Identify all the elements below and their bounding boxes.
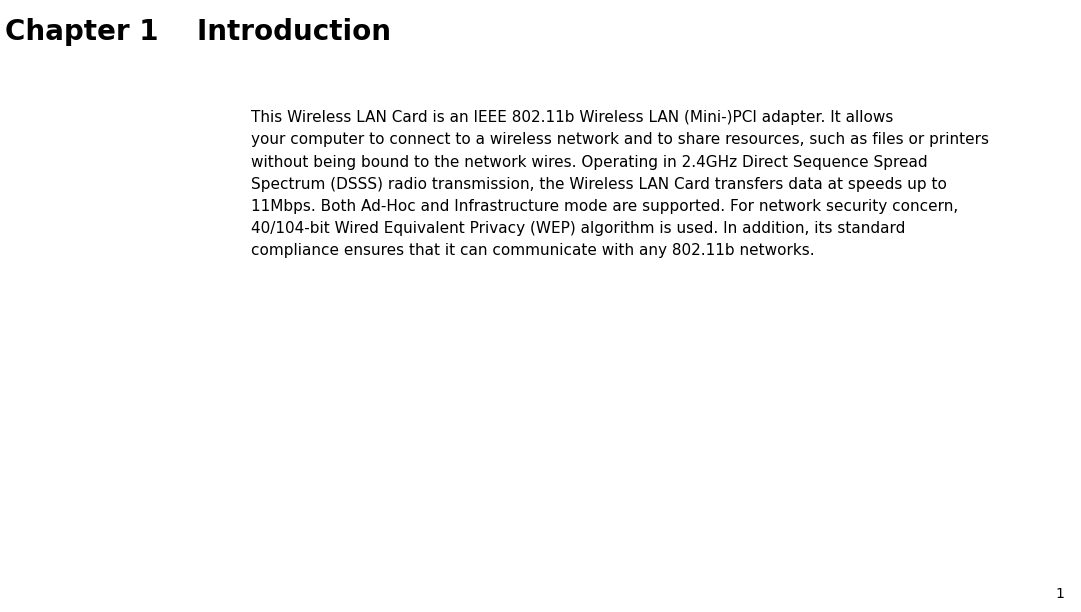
Text: 1: 1 <box>1056 587 1065 601</box>
Text: Chapter 1    Introduction: Chapter 1 Introduction <box>5 18 391 47</box>
Text: This Wireless LAN Card is an IEEE 802.11b Wireless LAN (Mini-)PCI adapter. It al: This Wireless LAN Card is an IEEE 802.11… <box>251 110 989 258</box>
